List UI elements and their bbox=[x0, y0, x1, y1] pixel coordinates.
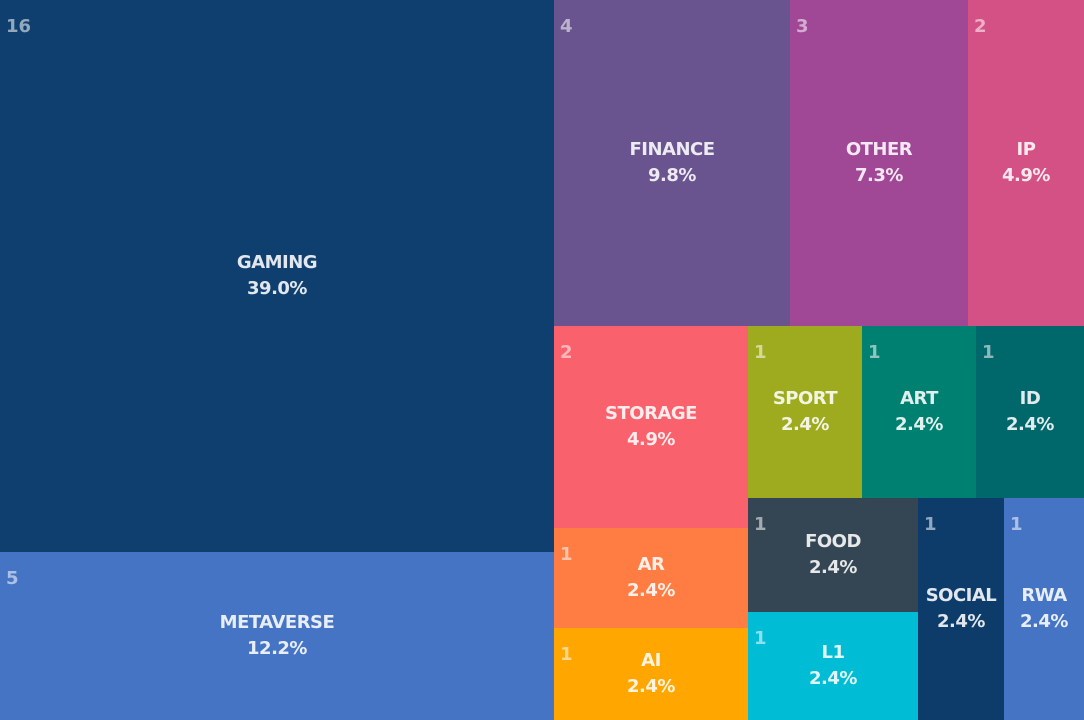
tile-count: 1 bbox=[754, 514, 767, 535]
tile-label-group: STORAGE 4.9% bbox=[554, 401, 748, 453]
tile-count: 4 bbox=[560, 16, 573, 37]
tile-label-group: SOCIAL 2.4% bbox=[918, 583, 1004, 635]
tile-percent: 4.9% bbox=[1002, 165, 1050, 186]
treemap-tile-food[interactable]: 1 FOOD 2.4% bbox=[748, 498, 918, 612]
tile-count: 1 bbox=[754, 342, 767, 363]
treemap-tile-metaverse[interactable]: 5 METAVERSE 12.2% bbox=[0, 552, 554, 720]
tile-label: FOOD bbox=[805, 531, 861, 552]
tile-percent: 2.4% bbox=[895, 414, 943, 435]
treemap-tile-rwa[interactable]: 1 RWA 2.4% bbox=[1004, 498, 1084, 720]
tile-percent: 4.9% bbox=[627, 429, 675, 450]
tile-count: 2 bbox=[560, 342, 573, 363]
treemap-tile-gaming[interactable]: 16 GAMING 39.0% bbox=[0, 0, 554, 552]
treemap-tile-art[interactable]: 1 ART 2.4% bbox=[862, 326, 976, 498]
tile-label: RWA bbox=[1021, 585, 1067, 606]
tile-percent: 2.4% bbox=[1006, 414, 1054, 435]
tile-percent: 2.4% bbox=[809, 668, 857, 689]
tile-label: ART bbox=[900, 388, 938, 409]
tile-label: AI bbox=[641, 650, 661, 671]
tile-label-group: L1 2.4% bbox=[748, 640, 918, 692]
tile-percent: 39.0% bbox=[247, 278, 307, 299]
tile-label-group: RWA 2.4% bbox=[1004, 583, 1084, 635]
tile-percent: 2.4% bbox=[1020, 611, 1068, 632]
tile-count: 1 bbox=[868, 342, 881, 363]
treemap-tile-ip[interactable]: 2 IP 4.9% bbox=[968, 0, 1084, 326]
tile-label: IP bbox=[1016, 139, 1036, 160]
tile-count: 16 bbox=[6, 16, 32, 37]
tile-label: AR bbox=[637, 554, 665, 575]
treemap-tile-ai[interactable]: 1 AI 2.4% bbox=[554, 628, 748, 720]
tile-percent: 2.4% bbox=[627, 580, 675, 601]
tile-label: GAMING bbox=[236, 252, 318, 273]
tile-label: SPORT bbox=[772, 388, 838, 409]
tile-percent: 2.4% bbox=[937, 611, 985, 632]
tile-label-group: IP 4.9% bbox=[968, 137, 1084, 189]
tile-label: ID bbox=[1019, 388, 1041, 409]
tile-percent: 12.2% bbox=[247, 638, 307, 659]
tile-label: L1 bbox=[821, 642, 846, 663]
tile-count: 3 bbox=[796, 16, 809, 37]
tile-label-group: AI 2.4% bbox=[554, 648, 748, 700]
tile-label: STORAGE bbox=[605, 403, 697, 424]
tile-label-group: ART 2.4% bbox=[862, 386, 976, 438]
tile-label: SOCIAL bbox=[925, 585, 997, 606]
treemap-tile-finance[interactable]: 4 FINANCE 9.8% bbox=[554, 0, 790, 326]
tile-percent: 2.4% bbox=[809, 557, 857, 578]
tile-label-group: GAMING 39.0% bbox=[0, 250, 554, 302]
tile-count: 1 bbox=[560, 644, 573, 665]
tile-label-group: FOOD 2.4% bbox=[748, 529, 918, 581]
tile-count: 5 bbox=[6, 568, 19, 589]
tile-percent: 9.8% bbox=[648, 165, 696, 186]
tile-count: 1 bbox=[1010, 514, 1023, 535]
tile-label-group: ID 2.4% bbox=[976, 386, 1084, 438]
treemap-tile-other[interactable]: 3 OTHER 7.3% bbox=[790, 0, 968, 326]
tile-percent: 7.3% bbox=[855, 165, 903, 186]
treemap-tile-l1[interactable]: 1 L1 2.4% bbox=[748, 612, 918, 720]
tile-count: 2 bbox=[974, 16, 987, 37]
tile-label-group: METAVERSE 12.2% bbox=[0, 610, 554, 662]
tile-count: 1 bbox=[982, 342, 995, 363]
tile-label-group: AR 2.4% bbox=[554, 552, 748, 604]
tile-percent: 2.4% bbox=[781, 414, 829, 435]
treemap-tile-ar[interactable]: 1 AR 2.4% bbox=[554, 528, 748, 628]
tile-label-group: OTHER 7.3% bbox=[790, 137, 968, 189]
tile-label-group: FINANCE 9.8% bbox=[554, 137, 790, 189]
treemap-tile-id[interactable]: 1 ID 2.4% bbox=[976, 326, 1084, 498]
tile-label: FINANCE bbox=[629, 139, 715, 160]
treemap-tile-storage[interactable]: 2 STORAGE 4.9% bbox=[554, 326, 748, 528]
tile-count: 1 bbox=[924, 514, 937, 535]
treemap-tile-social[interactable]: 1 SOCIAL 2.4% bbox=[918, 498, 1004, 720]
tile-label: OTHER bbox=[845, 139, 913, 160]
tile-count: 1 bbox=[560, 544, 573, 565]
tile-count: 1 bbox=[754, 628, 767, 649]
tile-label-group: SPORT 2.4% bbox=[748, 386, 862, 438]
treemap-tile-sport[interactable]: 1 SPORT 2.4% bbox=[748, 326, 862, 498]
tile-label: METAVERSE bbox=[219, 612, 335, 633]
tile-percent: 2.4% bbox=[627, 676, 675, 697]
